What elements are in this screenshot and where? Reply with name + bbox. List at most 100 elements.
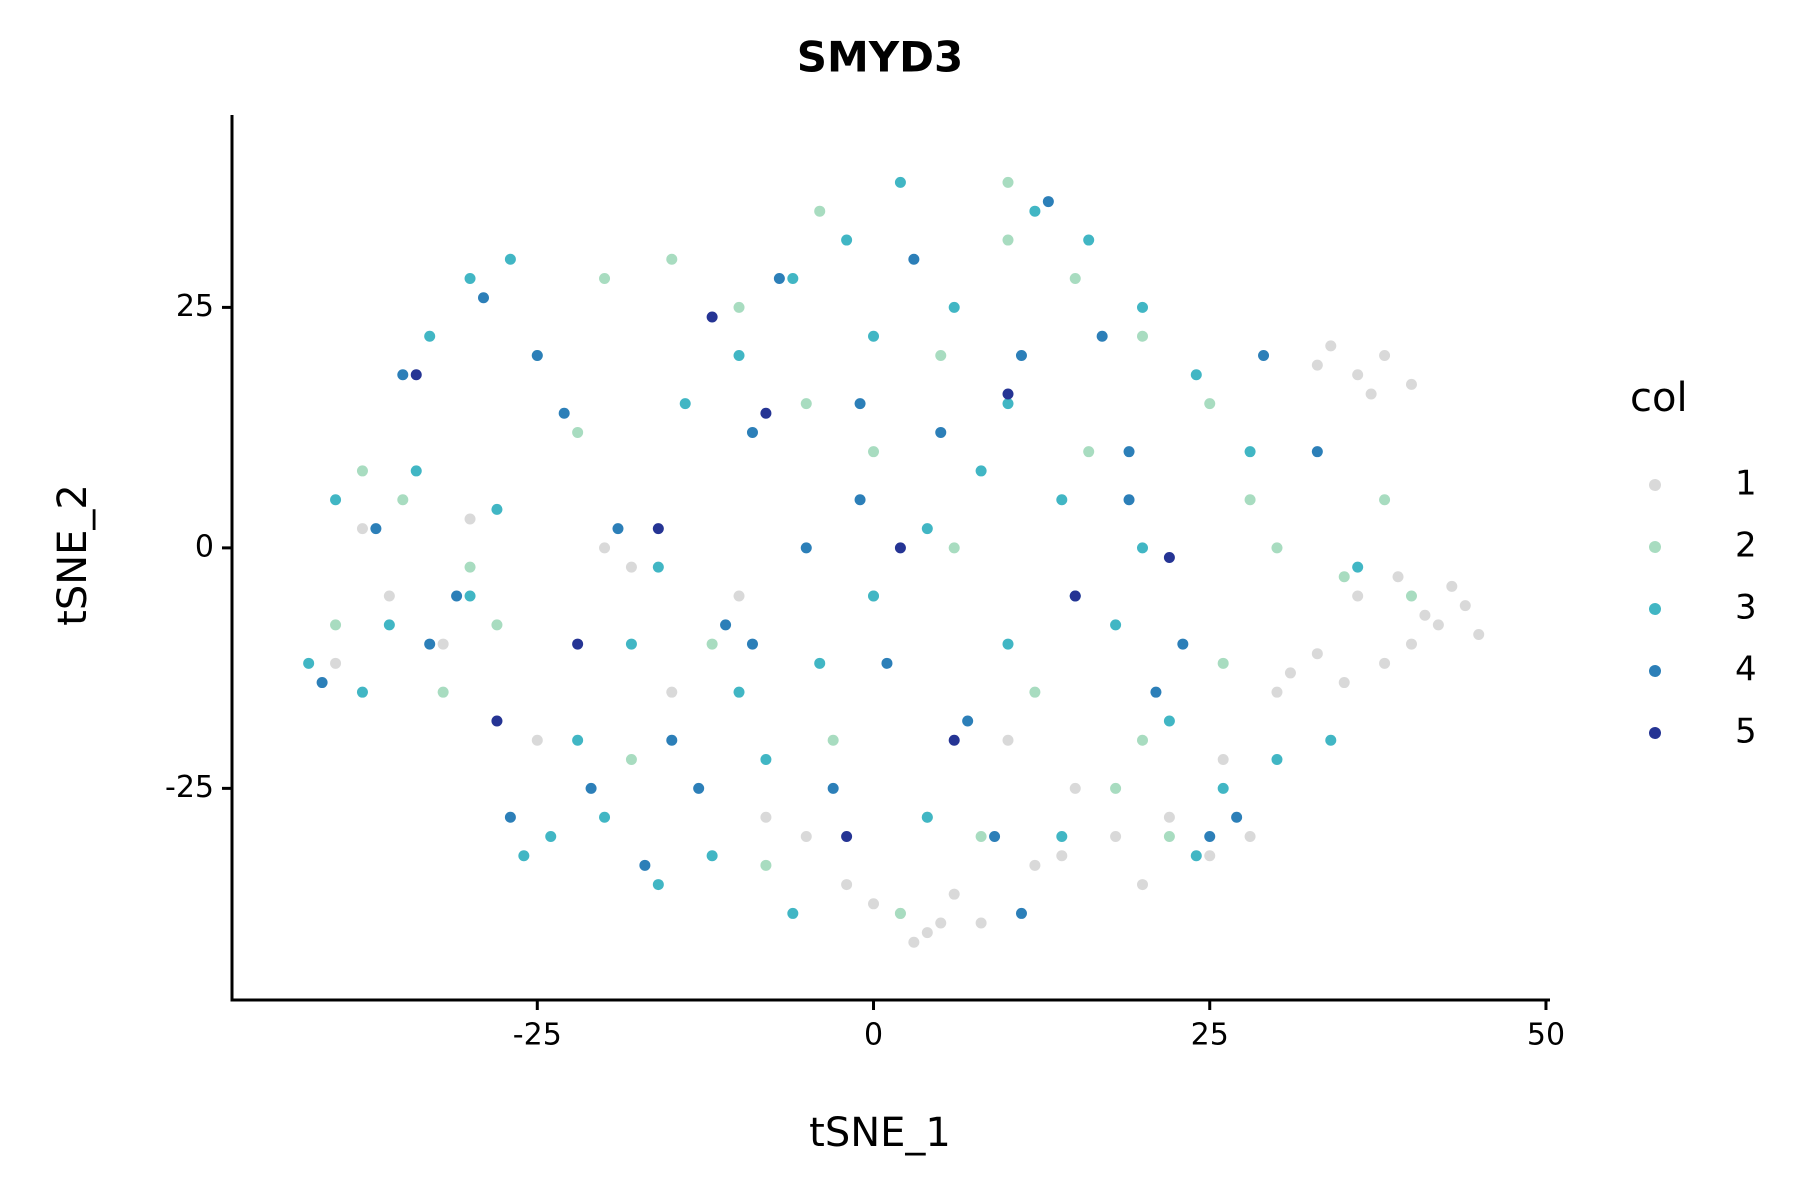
point [908,936,920,948]
point [760,811,772,823]
point [1123,446,1135,458]
point [383,590,395,602]
point [921,811,933,823]
point [1136,542,1148,554]
point [1123,494,1135,506]
point [1459,600,1471,612]
point [1069,590,1081,602]
legend-label: 1 [1735,464,1757,504]
y-tick-label: 25 [176,289,214,324]
point [1365,388,1377,400]
point [437,686,449,698]
y-tick-label: 0 [195,529,214,564]
point [1002,388,1014,400]
point [477,292,489,304]
point [1311,648,1323,660]
point [975,917,987,929]
point [330,494,342,506]
legend-label: 5 [1735,712,1757,752]
point [1015,907,1027,919]
x-tick-label: 25 [1191,1018,1229,1053]
point [356,465,368,477]
point [1083,446,1095,458]
point [1338,677,1350,689]
point [1244,494,1256,506]
point [1419,609,1431,621]
point [1338,571,1350,583]
point [1163,552,1175,563]
point [894,542,906,554]
point [948,542,960,554]
point [330,657,342,669]
point [1069,782,1081,794]
point [504,811,516,823]
point [921,523,933,535]
point [1284,667,1296,679]
point [558,407,570,419]
point [787,273,799,285]
point [1379,657,1391,669]
point [921,927,933,939]
point [908,253,920,265]
x-axis-title: tSNE_1 [809,1110,951,1156]
point [1258,349,1270,361]
point [1150,686,1162,698]
point [1271,686,1283,698]
point [881,657,893,669]
y-axis-title: tSNE_2 [50,484,96,626]
point [841,830,853,842]
point [733,686,745,698]
point [370,523,382,535]
point [841,879,853,891]
x-tick-label: 0 [864,1018,883,1053]
point [1163,715,1175,727]
point [625,638,637,650]
point [935,426,947,438]
point [1190,369,1202,381]
point [827,734,839,746]
point [760,754,772,766]
point [760,859,772,871]
point [935,349,947,361]
point [1136,301,1148,313]
point [1352,561,1364,573]
point [733,301,745,313]
legend-swatch [1649,727,1661,739]
point [1002,398,1014,410]
point [814,205,826,217]
point [1204,830,1216,842]
point [639,859,651,871]
point [679,398,691,410]
legend-label: 4 [1735,650,1757,690]
point [464,590,476,602]
point [572,426,584,438]
point [1325,734,1337,746]
point [652,561,664,573]
point [451,590,463,602]
point [491,715,503,727]
point [625,561,637,573]
point [1379,494,1391,506]
point [1352,369,1364,381]
point [666,734,678,746]
point [437,638,449,650]
point [1163,830,1175,842]
point [1311,446,1323,458]
point [1217,782,1229,794]
point [1136,734,1148,746]
point [397,369,409,381]
legend-swatch [1649,603,1661,615]
point [383,619,395,631]
point [1056,494,1068,506]
point [1244,446,1256,458]
point [1204,850,1216,862]
point [1056,830,1068,842]
point [1177,638,1189,650]
point [1163,811,1175,823]
point [397,494,409,506]
point [841,234,853,246]
point [962,715,974,727]
point [1029,686,1041,698]
legend-swatch [1649,479,1661,491]
